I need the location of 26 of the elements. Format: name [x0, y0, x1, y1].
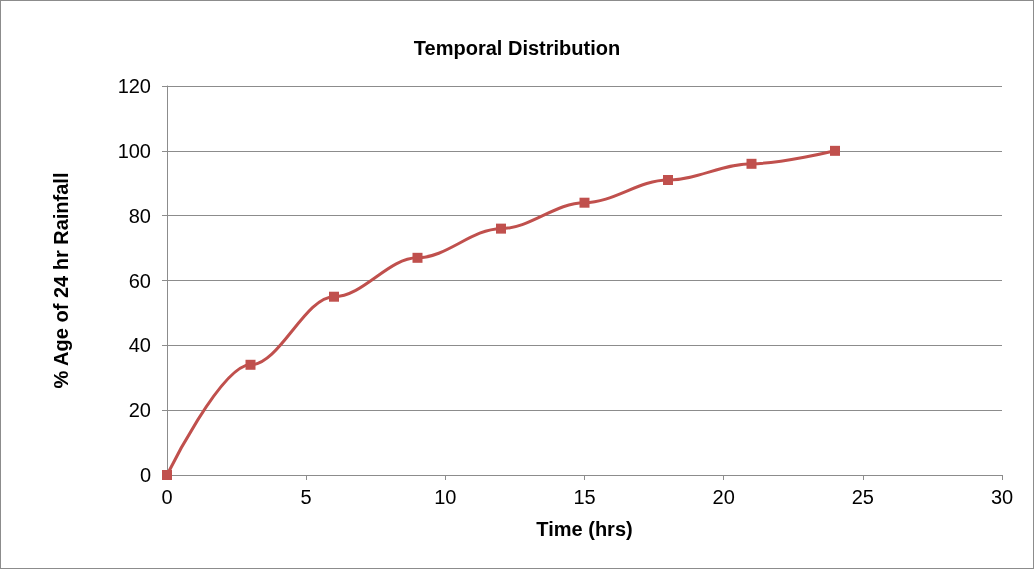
chart-title: Temporal Distribution [413, 37, 621, 59]
x-tick-label: 10 [434, 486, 457, 508]
point [579, 197, 590, 208]
y-tick-label: 40 [128, 334, 151, 357]
x-tick-label: 25 [851, 486, 874, 508]
x-tick-label: 30 [990, 486, 1014, 508]
y-axis-title: % Age of 24 hr Rainfall [50, 172, 72, 389]
y-tick-label: 80 [128, 204, 151, 227]
y-tick-label: 60 [128, 269, 151, 292]
y-tick-label: 20 [128, 399, 151, 422]
point [245, 359, 256, 370]
x-tick-label: 15 [573, 486, 596, 508]
y-tick-label: 0 [139, 464, 151, 486]
x-tick-label: 20 [712, 486, 735, 508]
point [412, 252, 423, 263]
x-tick-label: 5 [300, 486, 312, 508]
point [830, 145, 840, 156]
point [162, 470, 172, 480]
point [329, 291, 339, 302]
y-tick-label: 120 [117, 75, 151, 97]
y-tick-label: 100 [117, 139, 151, 162]
x-axis-title: Time (hrs) [536, 518, 633, 540]
point [496, 223, 506, 234]
point [746, 158, 757, 169]
x-tick-label: 0 [161, 486, 173, 508]
point [663, 175, 673, 186]
